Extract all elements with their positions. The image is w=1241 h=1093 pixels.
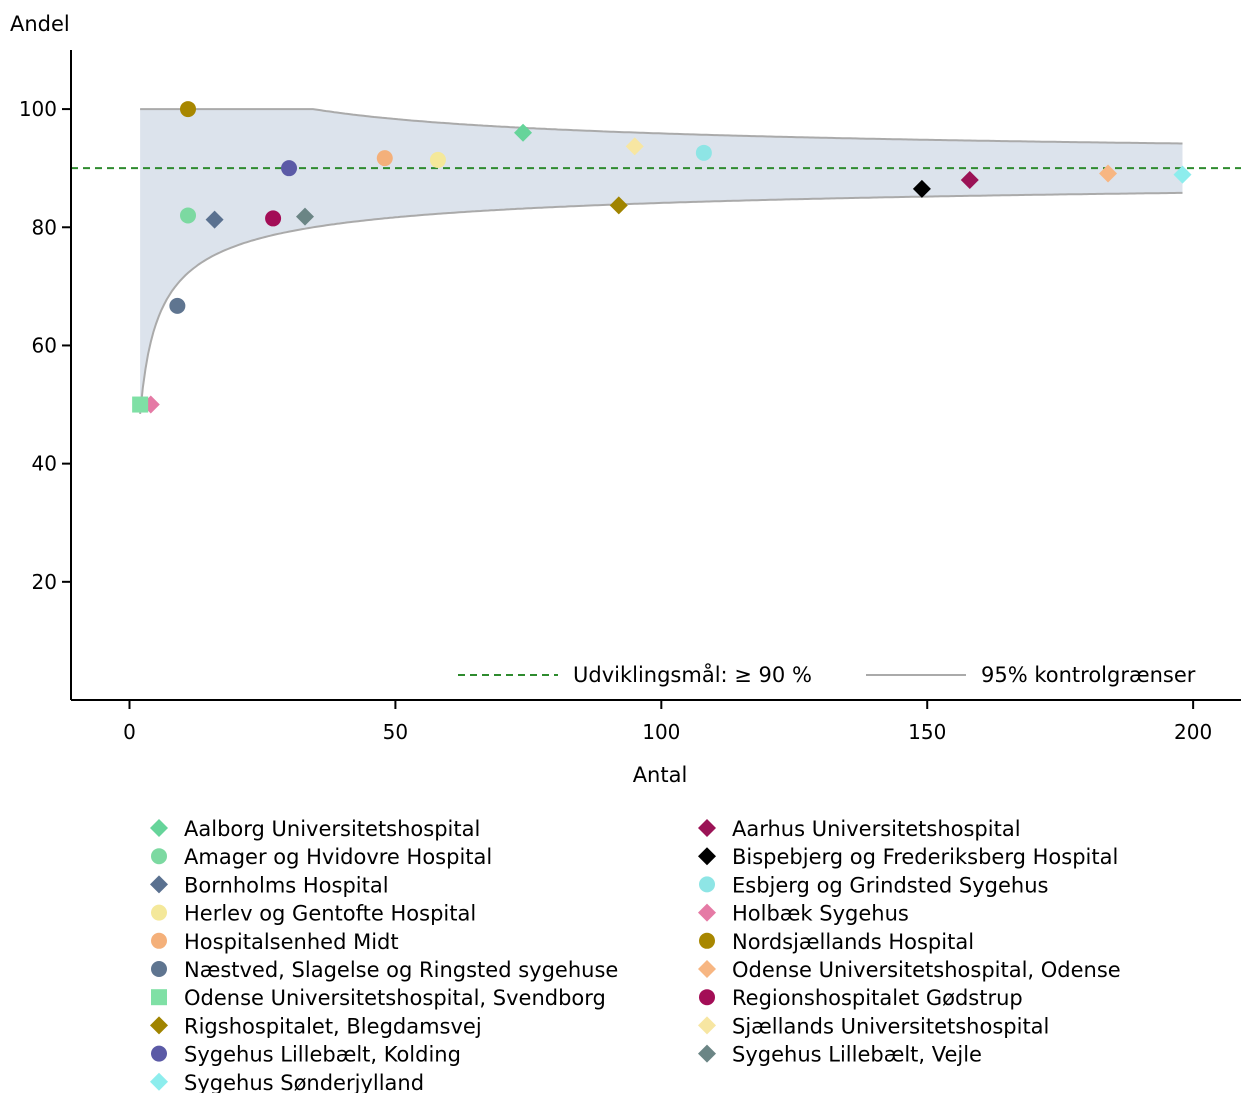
legend-marker xyxy=(698,819,716,837)
legend-label: Amager og Hvidovre Hospital xyxy=(184,845,492,869)
legend-marker xyxy=(698,847,716,866)
line-legend: Udviklingsmål: ≥ 90 % 95% kontrolgrænser xyxy=(458,662,1196,687)
data-point xyxy=(169,297,186,314)
legend-label: Aalborg Universitetshospital xyxy=(184,817,480,841)
legend-label: Sygehus Lillebælt, Vejle xyxy=(732,1043,982,1067)
data-point xyxy=(265,210,282,227)
target-legend-label: Udviklingsmål: ≥ 90 % xyxy=(573,662,812,687)
y-tick-label: 60 xyxy=(32,333,57,357)
legend-marker xyxy=(698,903,716,922)
x-axis-label: Antal xyxy=(633,763,688,787)
data-point xyxy=(960,171,979,189)
lower-control-limit xyxy=(139,191,1183,415)
data-point xyxy=(1173,165,1192,184)
legend-marker xyxy=(699,876,715,893)
legend-marker xyxy=(151,961,167,977)
legend-label: Odense Universitetshospital, Odense xyxy=(732,958,1121,982)
y-tick-label: 80 xyxy=(32,215,57,239)
legend-label: Bispebjerg og Frederiksberg Hospital xyxy=(732,845,1118,869)
y-tick-label: 40 xyxy=(32,452,57,476)
legend-marker xyxy=(151,989,167,1006)
legend-label: Rigshospitalet, Blegdamsvej xyxy=(184,1014,482,1038)
y-axis-label: Andel xyxy=(10,12,70,36)
legend-label: Sygehus Lillebælt, Kolding xyxy=(184,1043,461,1067)
legend-marker xyxy=(151,848,167,865)
legend-marker xyxy=(699,932,715,949)
legend-label: Holbæk Sygehus xyxy=(732,902,909,926)
data-point xyxy=(429,151,446,168)
series-legend: Aalborg Universitetshospital Aarhus Unive… xyxy=(150,817,1121,1093)
legend-marker xyxy=(151,932,167,949)
y-tick-label: 100 xyxy=(19,97,57,121)
x-tick-label: 200 xyxy=(1174,720,1212,744)
control-limit-fill xyxy=(140,109,1183,414)
data-point xyxy=(296,207,314,226)
data-point xyxy=(609,196,628,215)
data-points xyxy=(132,101,1192,414)
legend-label: Næstved, Slagelse og Ringsted sygehuse xyxy=(184,958,618,982)
legend-marker xyxy=(150,875,168,894)
data-point xyxy=(281,160,298,177)
data-point xyxy=(514,123,533,142)
legend-label: Odense Universitetshospital, Svendborg xyxy=(184,986,606,1010)
legend-label: Esbjerg og Grindsted Sygehus xyxy=(732,873,1048,897)
legend-label: Hospitalsenhed Midt xyxy=(184,930,399,954)
x-tick-label: 150 xyxy=(908,720,946,744)
data-point xyxy=(625,137,644,156)
legend-marker xyxy=(150,1016,168,1035)
legend-marker xyxy=(699,989,715,1006)
legend-label: Herlev og Gentofte Hospital xyxy=(184,902,476,926)
legend-label: Sygehus Sønderjylland xyxy=(184,1071,424,1093)
data-point xyxy=(180,101,196,118)
legend-marker xyxy=(151,904,167,921)
legend-label: Nordsjællands Hospital xyxy=(732,930,974,954)
control-limit-band xyxy=(139,108,1183,415)
legend-marker xyxy=(150,819,168,837)
data-point xyxy=(205,210,224,229)
upper-control-limit xyxy=(140,108,1183,145)
data-point xyxy=(180,207,196,224)
legend-marker xyxy=(151,1045,167,1062)
legend-label: Sjællands Universitetshospital xyxy=(732,1014,1049,1038)
legend-marker xyxy=(150,1072,168,1091)
data-point xyxy=(912,179,931,198)
x-tick-label: 100 xyxy=(642,720,680,744)
legend-marker xyxy=(698,960,716,978)
y-tick-label: 20 xyxy=(32,570,57,594)
data-point xyxy=(132,396,149,413)
legend-label: Bornholms Hospital xyxy=(184,873,389,897)
data-point xyxy=(695,144,712,161)
data-point xyxy=(1099,164,1118,183)
legend-marker xyxy=(698,1044,716,1063)
legend-label: Regionshospitalet Gødstrup xyxy=(732,986,1023,1010)
control-limit-legend-label: 95% kontrolgrænser xyxy=(981,663,1196,687)
legend-marker xyxy=(698,1016,716,1035)
x-tick-label: 50 xyxy=(383,720,408,744)
axes: 20 40 60 80 100 0 50 100 150 200 xyxy=(19,50,1241,744)
legend-label: Aarhus Universitetshospital xyxy=(732,817,1021,841)
data-point xyxy=(376,150,393,167)
x-tick-label: 0 xyxy=(123,720,136,744)
